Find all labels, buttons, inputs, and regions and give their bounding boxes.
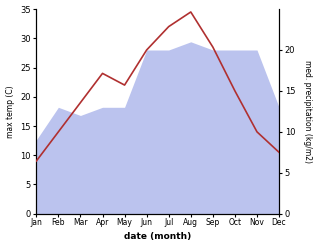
Y-axis label: max temp (C): max temp (C) [5, 85, 15, 138]
Y-axis label: med. precipitation (kg/m2): med. precipitation (kg/m2) [303, 60, 313, 163]
X-axis label: date (month): date (month) [124, 232, 191, 242]
